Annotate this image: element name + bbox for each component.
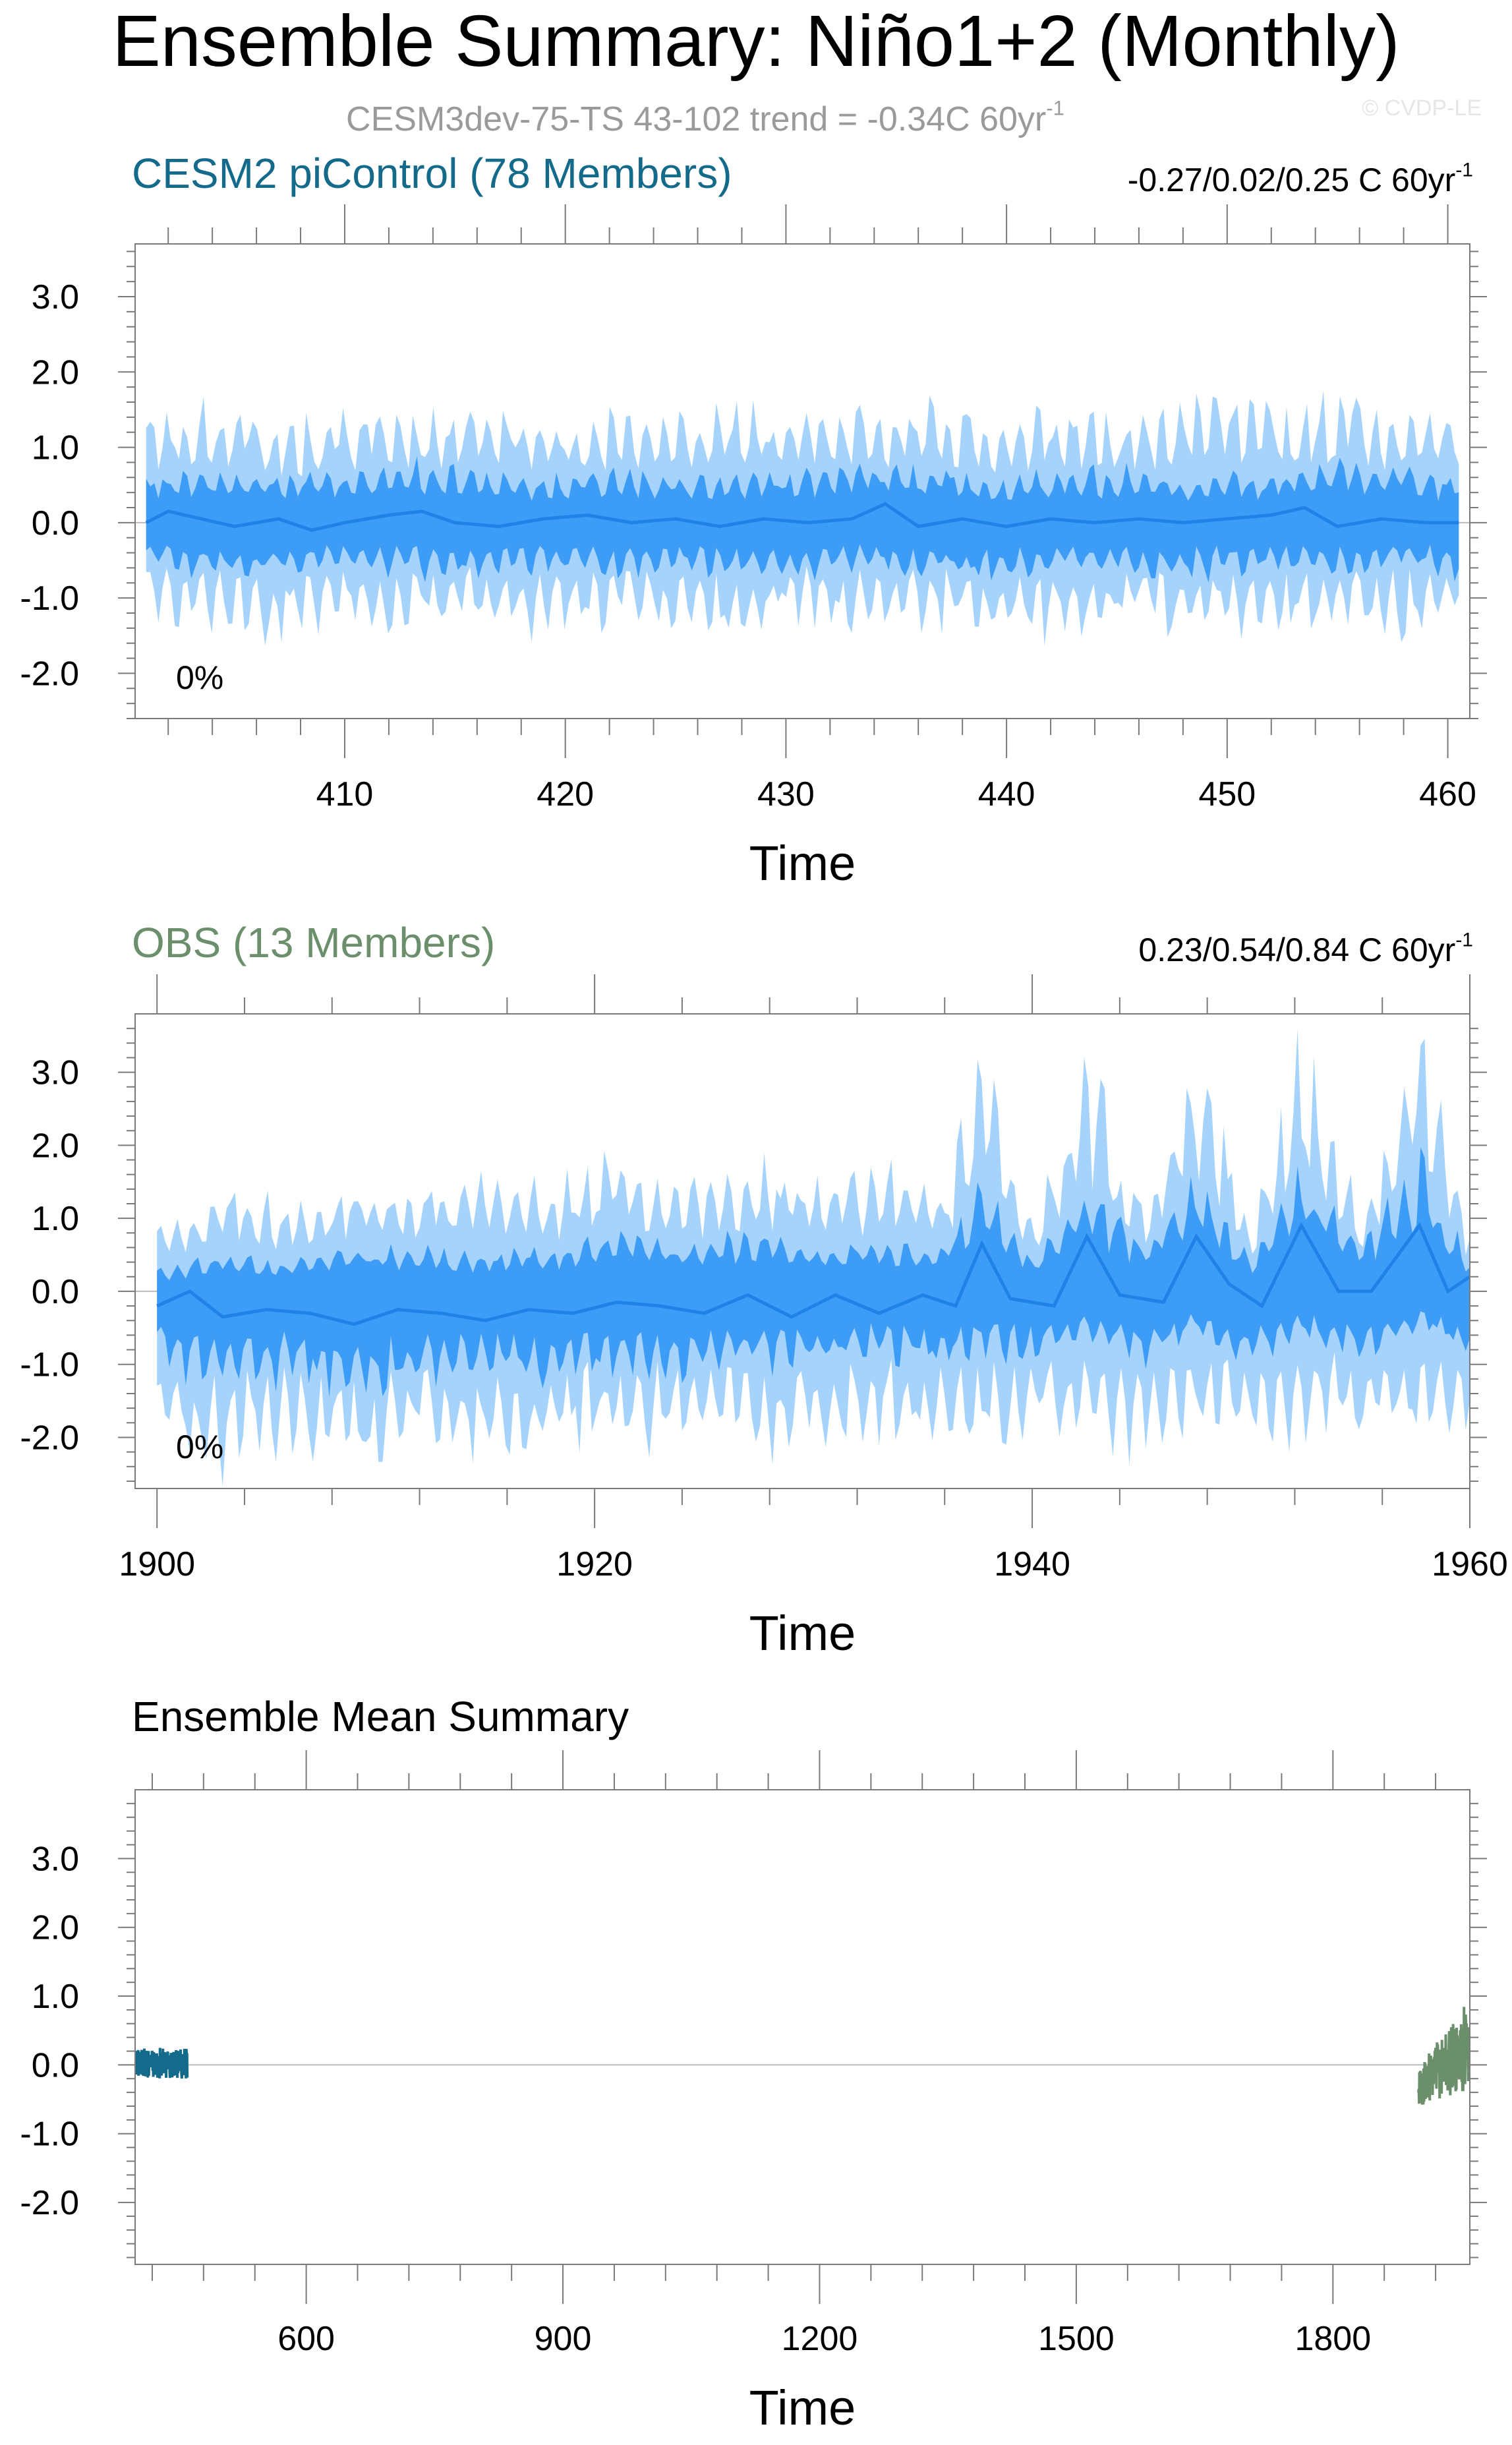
plot-data	[135, 2007, 1470, 2105]
x-tick-label: 1200	[782, 2320, 858, 2358]
y-tick-label: -2.0	[20, 1419, 79, 1457]
plot-frame	[134, 1013, 1470, 1489]
plot-frame	[134, 243, 1470, 719]
percent-label: 0%	[176, 1429, 223, 1465]
ensemble-mean-line	[145, 502, 1459, 532]
y-tick-label: 3.0	[32, 278, 79, 316]
x-tick-label: 1960	[1432, 1545, 1508, 1583]
y-tick-label: 0.0	[32, 504, 79, 543]
x-tick-label: 900	[535, 2320, 592, 2358]
x-tick-label: 410	[316, 775, 374, 813]
x-tick-label: 600	[277, 2320, 335, 2358]
x-tick-label: 1900	[119, 1545, 195, 1583]
chart-panel-3: Ensemble Mean Summary 3.0 2.0 1.0 0.0 -1.0 -2.…	[20, 1693, 1487, 2435]
page-title: Ensemble Summary: Niño1+2 (Monthly)	[112, 1, 1399, 82]
percent-label: 0%	[176, 659, 223, 696]
x-tick-label: 420	[537, 775, 594, 813]
y-tick-label: -2.0	[20, 655, 79, 693]
y-tick-label: 1.0	[32, 429, 79, 467]
cesm-ensemble-mean-trace	[135, 2047, 189, 2079]
x-axis-label: Time	[749, 836, 856, 891]
trend-annotation-text: -0.27/0.02/0.25 C 60yr	[1128, 162, 1456, 198]
panel-title: Ensemble Mean Summary	[132, 1693, 629, 1740]
page-subtitle-text: CESM3dev-75-TS 43-102 trend = -0.34C 60y…	[346, 100, 1046, 138]
spread-band-inner	[157, 1147, 1470, 1398]
y-tick-label: -1.0	[20, 2115, 79, 2154]
page-subtitle-superscript: -1	[1046, 97, 1064, 120]
y-tick-label: 0.0	[32, 1273, 79, 1311]
x-tick-label: 440	[978, 775, 1035, 813]
x-tick-label: 1500	[1038, 2320, 1115, 2358]
plot-data	[135, 1028, 1470, 1486]
y-tick-label: 2.0	[32, 353, 79, 392]
y-tick-label: 0.0	[32, 2046, 79, 2084]
ensemble-mean-line	[156, 1222, 1470, 1326]
panel-title: CESM2 piControl (78 Members)	[132, 150, 732, 197]
panel-title: OBS (13 Members)	[132, 919, 495, 966]
y-tick-label: 1.0	[32, 1200, 79, 1238]
trend-annotation-superscript: -1	[1455, 160, 1473, 181]
x-axis-label: Time	[749, 1606, 856, 1661]
trend-annotation-superscript: -1	[1455, 929, 1473, 951]
trend-annotation: 0.23/0.54/0.84 C 60yr-1	[1138, 929, 1473, 969]
x-tick-label: 1920	[556, 1545, 633, 1583]
y-tick-label: -1.0	[20, 579, 79, 618]
y-tick-label: 1.0	[32, 1978, 79, 2016]
watermark-text: © CVDP-LE	[1362, 96, 1482, 121]
y-tick-label: 2.0	[32, 1127, 79, 1165]
trend-annotation-text: 0.23/0.54/0.84 C 60yr	[1138, 931, 1455, 968]
x-tick-label: 460	[1419, 775, 1476, 813]
chart-panel-1: CESM2 piControl (78 Members) -0.27/0.02/0…	[20, 150, 1487, 891]
y-tick-label: -1.0	[20, 1346, 79, 1384]
page-subtitle: CESM3dev-75-TS 43-102 trend = -0.34C 60y…	[346, 97, 1064, 138]
spread-band-inner	[146, 456, 1459, 583]
x-tick-label: 450	[1198, 775, 1256, 813]
y-tick-label: 2.0	[32, 1909, 79, 1947]
x-tick-label: 1940	[994, 1545, 1070, 1583]
obs-ensemble-mean-trace	[1417, 2007, 1470, 2105]
y-tick-label: -2.0	[20, 2184, 79, 2222]
trend-annotation: -0.27/0.02/0.25 C 60yr-1	[1128, 160, 1473, 199]
plot-data	[135, 390, 1470, 646]
x-axis-label: Time	[749, 2380, 856, 2435]
plot-frame	[134, 1789, 1470, 2265]
y-tick-label: 3.0	[32, 1840, 79, 1878]
x-tick-label: 1800	[1294, 2320, 1371, 2358]
y-tick-label: 3.0	[32, 1054, 79, 1092]
x-tick-label: 430	[757, 775, 815, 813]
spread-band-outer	[157, 1028, 1470, 1486]
chart-panel-2: OBS (13 Members) 0.23/0.54/0.84 C 60yr-10…	[20, 919, 1507, 1661]
